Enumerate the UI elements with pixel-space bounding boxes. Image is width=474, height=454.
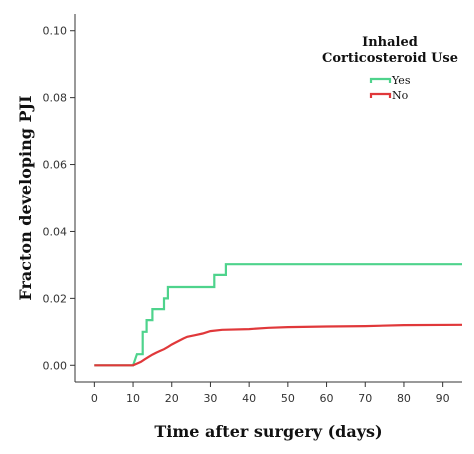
- x-tick-label: 0: [91, 392, 98, 405]
- legend-title: Corticosteroid Use: [322, 51, 458, 66]
- legend-title: Inhaled: [362, 35, 418, 50]
- series-line-yes: [94, 263, 462, 367]
- series-line-no: [94, 323, 463, 367]
- x-axis-label: Time after surgery (days): [154, 422, 382, 441]
- legend-label-no: No: [392, 89, 409, 102]
- y-tick-label: 0.10: [43, 25, 68, 38]
- legend-swatch-no: [369, 92, 392, 98]
- x-tick-label: 40: [242, 392, 256, 405]
- series-group: [94, 263, 463, 367]
- y-tick-label: 0.06: [43, 159, 68, 172]
- x-tick-label: 30: [203, 392, 217, 405]
- x-tick-label: 80: [397, 392, 411, 405]
- x-tick-label: 60: [320, 392, 334, 405]
- x-tick-label: 70: [358, 392, 372, 405]
- y-tick-label: 0.04: [43, 225, 68, 238]
- x-tick-label: 10: [126, 392, 140, 405]
- x-tick-label: 20: [165, 392, 179, 405]
- x-tick-label: 50: [281, 392, 295, 405]
- legend-label-yes: Yes: [391, 74, 411, 87]
- y-tick-label: 0.02: [43, 292, 68, 305]
- axes: 0.00 0.02 0.04 0.06 0.08 0.10 0 10 20 30 40 50 60 70 8…: [43, 14, 462, 405]
- y-tick-label: 0.00: [43, 359, 68, 372]
- legend-swatch-yes: [369, 77, 392, 83]
- y-tick-label: 0.08: [43, 92, 68, 105]
- x-tick-label: 90: [436, 392, 450, 405]
- y-axis-label: Fracton developing PJI: [16, 95, 35, 300]
